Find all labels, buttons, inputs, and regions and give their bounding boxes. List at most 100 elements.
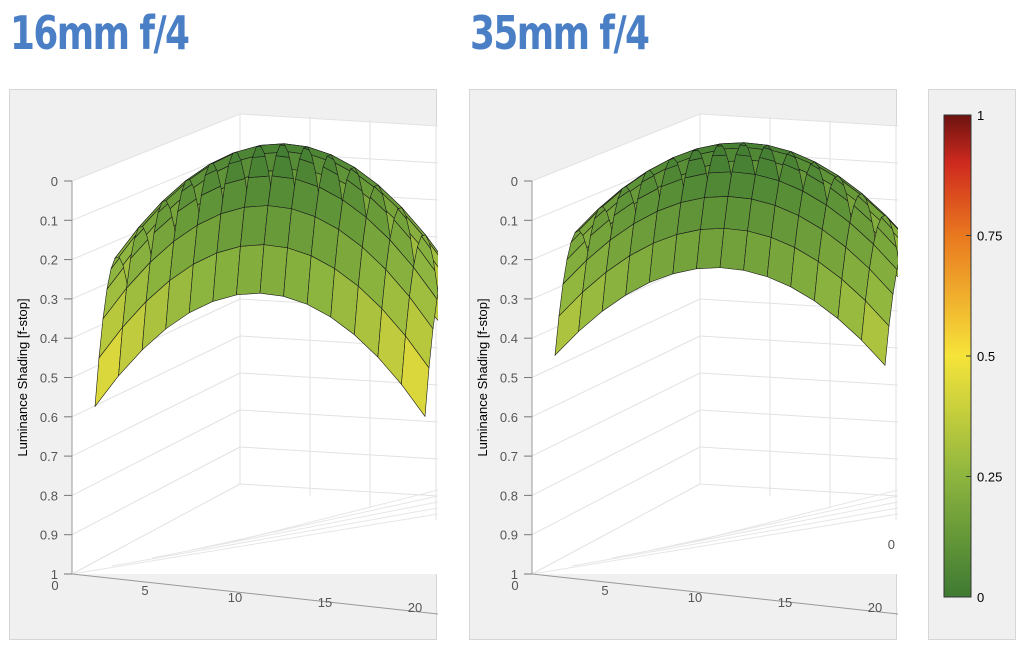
plot-1-x-tick-label: 20	[868, 600, 882, 615]
surface-plot-35mm-svg: 00.10.20.30.40.50.60.70.80.910 5 10 15 20Lum…	[475, 113, 898, 615]
plot-1-surface-patch	[672, 229, 701, 275]
plot-0-gridline	[239, 483, 438, 497]
plot-0-z-tick-label: 0.3	[40, 292, 58, 307]
plot-1-surface-patch	[743, 230, 772, 278]
plot-1-gridline	[699, 409, 898, 423]
plot-1-gridline	[531, 113, 701, 182]
plot-0-x-tick-label: 0	[51, 578, 58, 593]
plot-1-surface-patch	[892, 231, 898, 254]
plot-0-surface-patch	[429, 242, 438, 268]
plot-0-gridline	[71, 446, 241, 536]
chart-title-16mm: 16mm f/4	[10, 6, 190, 60]
plot-1-gridline	[699, 113, 898, 127]
plot-0-gridline	[71, 113, 241, 182]
plot-0-axis-label: Luminance Shading [f-stop]	[15, 298, 30, 456]
plot-1-surface-patch	[727, 171, 756, 200]
plot-1-gridline	[531, 335, 701, 418]
plot-0-z-tick-label: 1	[51, 567, 58, 582]
plot-0-floor-gridline	[71, 513, 438, 575]
plot-1-gridline	[531, 409, 701, 496]
plot-1-gridline	[699, 372, 898, 386]
plot-0-gridline	[71, 372, 241, 457]
colorbar-tick-label: 0.5	[977, 349, 995, 364]
plot-0-surface-patch	[287, 208, 316, 257]
plot-1-gridline	[531, 483, 701, 575]
plot-0-x-tick-label: 10	[228, 590, 242, 605]
chart-title-35mm: 35mm f/4	[470, 6, 650, 60]
surface-plot-35mm: 0 0.1 0.2 0.3 0.4 0.5 0.6 0.7 0.8 0.9 1 0 5 10 15 20 Lum…	[469, 89, 898, 640]
plot-1-gridline	[531, 372, 701, 457]
plot-1-x-tick-label: 15	[778, 595, 792, 610]
plot-1-surface-patch	[889, 219, 898, 239]
plot-0-x-axis	[71, 573, 438, 615]
plot-0-surface-patch	[283, 247, 312, 305]
plot-0-surface-patch	[425, 234, 438, 256]
plot-0-x-tick-label: 15	[318, 595, 332, 610]
plot-0-gridline	[71, 483, 241, 575]
plot-1-surface-patch	[704, 171, 733, 198]
plot-0-z-tick-label: 0.6	[40, 410, 58, 425]
plot-1-z-tick-label: 0.6	[500, 410, 518, 425]
colorbar-tick-label: 0.25	[977, 470, 1002, 485]
plot-1-x-tick-label: 0	[511, 578, 518, 593]
plot-1-extra-tick-label: 0	[888, 537, 895, 552]
plot-1-gridline	[531, 446, 701, 536]
plot-1-floor-gridline	[691, 489, 898, 543]
plot-0-gridline	[71, 335, 241, 418]
plot-0-floor-gridline	[111, 507, 438, 567]
plot-0-surface-patch	[236, 244, 265, 296]
plot-0-floor-gridline	[191, 495, 438, 551]
plot-1-surface-patch	[719, 227, 748, 271]
plot-1-surface-patch	[696, 227, 725, 270]
plot-0-z-tick-label: 0.1	[40, 213, 58, 228]
plot-0-z-tick-label: 0.4	[40, 331, 58, 346]
plot-0-surface-patch	[240, 205, 269, 247]
plot-1-z-tick-label: 0.5	[500, 371, 518, 386]
plot-0-surface-patch	[433, 260, 438, 290]
surface-plot-16mm: 0 0.1 0.2 0.3 0.4 0.5 0.6 0.7 0.8 0.9 1 0 5 10 15 20 Lum…	[9, 89, 438, 640]
colorbar-tick-label: 0.75	[977, 229, 1002, 244]
plot-0-z-tick-label: 0	[51, 174, 58, 189]
plot-0-surface-patch	[267, 175, 296, 209]
plot-0-z-tick-label: 0.9	[40, 528, 58, 543]
plot-1-z-tick-label: 0.7	[500, 449, 518, 464]
plot-0-surface-patch	[437, 286, 438, 296]
surface-plot-16mm-svg: 00.10.20.30.40.50.60.70.80.910 5 10 15 20Lum…	[15, 113, 438, 615]
plot-0-z-tick-label: 0.7	[40, 449, 58, 464]
plot-1-x-tick-label: 5	[601, 583, 608, 598]
plot-1-z-tick-label: 0	[511, 174, 518, 189]
plot-1-surface-patch	[873, 226, 898, 271]
plot-1-z-tick-label: 1	[511, 567, 518, 582]
plot-1-x-tick-label: 10	[688, 590, 702, 605]
plot-1-floor-gridline	[571, 507, 898, 567]
plot-1-floor-gridline	[651, 495, 898, 551]
plot-1-gridline	[699, 335, 898, 349]
plot-1-axis-label: Luminance Shading [f-stop]	[475, 298, 490, 456]
plot-0-x-tick-label: 20	[408, 600, 422, 615]
colorbar: 1 0.75 0.5 0.25 0	[928, 89, 1016, 640]
colorbar-tick-label: 0	[977, 590, 984, 605]
plot-1-z-tick-label: 0.4	[500, 331, 518, 346]
plot-0-x-tick-label: 5	[141, 583, 148, 598]
colorbar-tick-label: 1	[977, 108, 984, 123]
plot-1-surface-patch	[896, 251, 898, 259]
plot-0-z-tick-label: 0.8	[40, 488, 58, 503]
plot-0-gridline	[239, 409, 438, 423]
plot-1-gridline	[699, 483, 898, 497]
plot-1-gridline	[699, 446, 898, 460]
plot-0-gridline	[239, 113, 438, 127]
plot-0-gridline	[71, 150, 241, 221]
plot-1-surface-patch	[877, 216, 898, 250]
plot-0-surface-patch	[259, 244, 288, 297]
plot-1-z-tick-label: 0.3	[500, 292, 518, 307]
plot-0-surface-patch	[263, 205, 292, 249]
plot-1-z-tick-label: 0.8	[500, 488, 518, 503]
plot-1-surface-patch	[700, 195, 729, 230]
plot-1-floor-gridline	[531, 513, 898, 575]
plot-0-z-tick-label: 0.5	[40, 371, 58, 386]
colorbar-svg: 1 0.75 0.5 0.25 0	[943, 108, 1002, 605]
plot-0-z-tick-label: 0.2	[40, 253, 58, 268]
plot-0-surface-patch	[413, 246, 438, 300]
plot-1-z-tick-label: 0.1	[500, 213, 518, 228]
plot-1-x-axis	[531, 573, 898, 615]
